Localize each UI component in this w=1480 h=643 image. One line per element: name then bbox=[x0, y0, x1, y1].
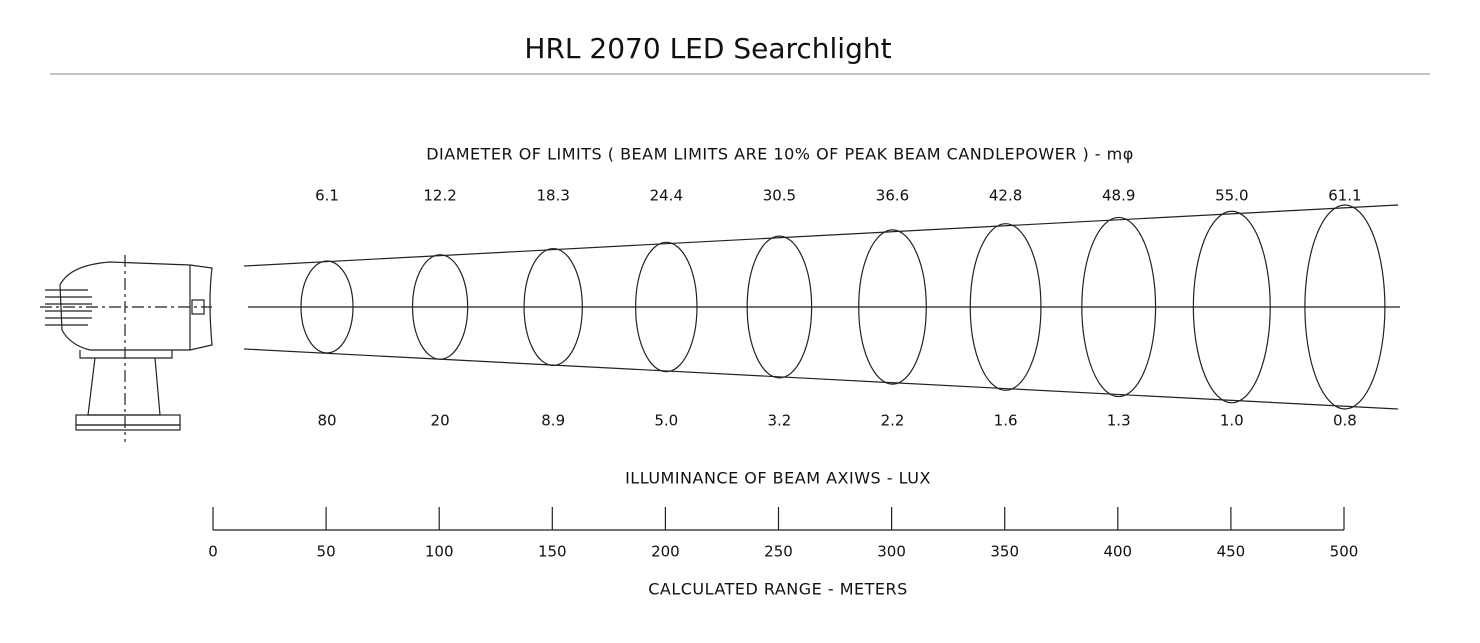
diameter-value: 30.5 bbox=[763, 187, 796, 205]
range-tick-label: 300 bbox=[877, 543, 906, 561]
range-tick-label: 150 bbox=[538, 543, 567, 561]
beam-edge bbox=[243, 204, 1399, 267]
illuminance-value: 20 bbox=[431, 412, 450, 430]
range-label: CALCULATED RANGE - METERS bbox=[648, 580, 908, 599]
diameter-label: DIAMETER OF LIMITS ( BEAM LIMITS ARE 10%… bbox=[426, 145, 1134, 164]
illuminance-value: 0.8 bbox=[1333, 412, 1357, 430]
beam-ellipse bbox=[635, 241, 698, 373]
beam-ellipse bbox=[300, 260, 354, 354]
illuminance-value: 1.3 bbox=[1107, 412, 1131, 430]
range-tick-label: 100 bbox=[425, 543, 454, 561]
illuminance-value: 1.0 bbox=[1220, 412, 1244, 430]
illuminance-label: ILLUMINANCE OF BEAM AXIWS - LUX bbox=[625, 469, 931, 488]
diameter-value: 12.2 bbox=[423, 187, 456, 205]
searchlight bbox=[40, 255, 213, 442]
range-tick-label: 0 bbox=[208, 543, 218, 561]
illuminance-value: 3.2 bbox=[767, 412, 791, 430]
illuminance-value: 80 bbox=[317, 412, 336, 430]
range-tick-label: 350 bbox=[990, 543, 1019, 561]
illuminance-value: 8.9 bbox=[541, 412, 565, 430]
illuminance-value: 1.6 bbox=[994, 412, 1018, 430]
range-tick-label: 50 bbox=[317, 543, 336, 561]
range-tick-label: 200 bbox=[651, 543, 680, 561]
illuminance-value: 5.0 bbox=[654, 412, 678, 430]
diameter-value: 42.8 bbox=[989, 187, 1022, 205]
illuminance-value: 2.2 bbox=[881, 412, 905, 430]
diameter-value: 36.6 bbox=[876, 187, 909, 205]
range-tick-label: 500 bbox=[1330, 543, 1359, 561]
diameter-value: 6.1 bbox=[315, 187, 339, 205]
diameter-value: 61.1 bbox=[1328, 187, 1361, 205]
range-tick-label: 250 bbox=[764, 543, 793, 561]
range-tick-label: 400 bbox=[1103, 543, 1132, 561]
beam-ellipse bbox=[969, 223, 1042, 391]
beam-ellipse bbox=[746, 235, 813, 379]
beam-ellipse bbox=[1081, 216, 1157, 398]
title: HRL 2070 LED Searchlight bbox=[524, 32, 891, 65]
diameter-value: 48.9 bbox=[1102, 187, 1135, 205]
beam-edge bbox=[243, 348, 1399, 410]
beam-ellipse bbox=[1304, 204, 1386, 410]
diameter-value: 18.3 bbox=[536, 187, 569, 205]
range-tick-label: 450 bbox=[1217, 543, 1246, 561]
beam-ellipse bbox=[411, 254, 469, 360]
beam-ellipse bbox=[523, 247, 583, 367]
diameter-value: 55.0 bbox=[1215, 187, 1248, 205]
beam-ellipse bbox=[1192, 210, 1271, 404]
diameter-value: 24.4 bbox=[650, 187, 683, 205]
beam-ellipse bbox=[858, 229, 927, 385]
